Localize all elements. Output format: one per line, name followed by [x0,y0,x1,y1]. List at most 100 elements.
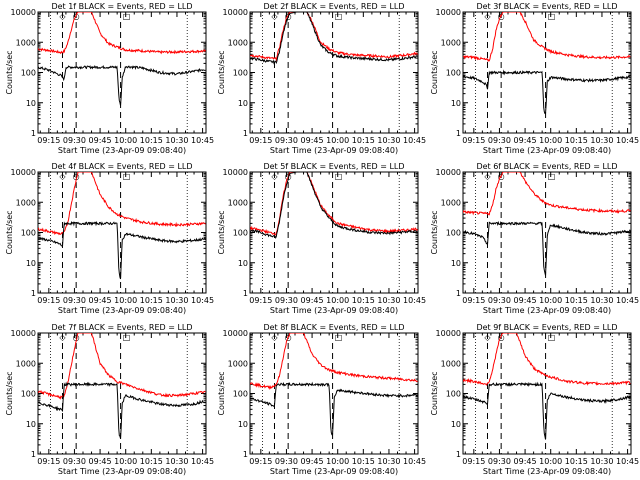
x-tick-label: 09:45 [301,136,324,145]
y-tick-label: 10000 [11,8,36,17]
y-tick-label: 10 [238,259,248,268]
x-axis-label: Start Time (23-Apr-09 09:08:40) [58,467,186,476]
x-tick-label: 10:45 [403,136,426,145]
series-events-black [250,381,418,437]
x-tick-label: 10:30 [590,457,613,466]
y-tick-label: 1000 [441,38,461,47]
y-tick-label: 100 [21,69,36,78]
series-events-black [250,12,418,65]
panel-title: Det 9f BLACK = Events, RED = LLD [476,323,617,332]
marker-symbol: ◇ [484,333,491,342]
marker-symbol: ◇ [271,172,278,181]
x-tick-label: 10:45 [616,457,639,466]
series-lld-red [463,172,631,216]
panel-1f: Det 1f BLACK = Events, RED = LLD 1 10 100 10… [5,2,214,155]
x-axis-label: Start Time (23-Apr-09 09:08:40) [270,146,398,155]
series-lld-red [250,333,418,390]
x-tick-label: 10:45 [616,136,639,145]
y-tick-label: 1000 [16,359,36,368]
x-tick-label: 09:15 [37,457,60,466]
panel-title: Det 4f BLACK = Events, RED = LLD [51,162,192,171]
plot-frame [37,11,207,134]
y-tick-label: 10 [26,99,36,108]
x-axis-label: Start Time (23-Apr-09 09:08:40) [270,306,398,315]
y-axis-label: Counts/sec [430,50,439,94]
panel-title: Det 8f BLACK = Events, RED = LLD [263,323,404,332]
marker-symbol: □ [548,12,556,21]
y-axis-label: Counts/sec [5,210,14,254]
plot-area [463,12,631,115]
x-tick-label: 10:30 [165,136,188,145]
x-tick-label: 10:15 [352,296,375,305]
panel-7f: Det 7f BLACK = Events, RED = LLD 1 10 100 10… [5,323,214,476]
y-axis-label: Counts/sec [217,371,226,415]
y-tick-label: 1 [31,289,36,298]
y-tick-label: 1000 [228,198,248,207]
plot-area [38,12,206,106]
marker-symbol: □ [335,172,343,181]
y-tick-label: 10000 [223,329,248,338]
panel-title: Det 5f BLACK = Events, RED = LLD [263,162,404,171]
x-tick-label: 09:15 [462,296,485,305]
panel-6f: Det 6f BLACK = Events, RED = LLD 1 10 100 10… [430,162,639,315]
x-tick-label: 09:45 [89,136,112,145]
y-tick-label: 1 [456,450,461,459]
series-events-black [463,220,631,276]
marker-symbol: □ [123,333,131,342]
x-tick-label: 10:15 [140,296,163,305]
y-tick-label: 1000 [16,198,36,207]
marker-symbol: ○ [73,12,80,21]
series-events-black [38,64,206,106]
x-tick-label: 10:15 [565,136,588,145]
x-tick-label: 09:45 [89,296,112,305]
x-tick-label: 10:45 [191,457,214,466]
x-tick-label: 09:45 [514,296,537,305]
x-tick-label: 10:15 [352,136,375,145]
y-tick-label: 100 [21,229,36,238]
x-tick-label: 09:30 [275,457,298,466]
x-tick-label: 10:00 [539,296,562,305]
x-tick-label: 10:45 [191,296,214,305]
y-tick-label: 10000 [436,8,461,17]
x-tick-label: 09:30 [488,296,511,305]
plot-frame [249,11,419,134]
x-tick-label: 10:00 [539,457,562,466]
y-tick-label: 100 [446,229,461,238]
x-tick-label: 10:00 [114,296,137,305]
y-tick-label: 10000 [223,8,248,17]
x-tick-label: 10:30 [590,136,613,145]
panel-title: Det 2f BLACK = Events, RED = LLD [263,2,404,11]
plot-area [463,172,631,276]
y-tick-label: 1000 [16,38,36,47]
y-tick-label: 10 [26,259,36,268]
x-tick-label: 09:15 [249,457,272,466]
x-tick-label: 09:30 [63,457,86,466]
y-tick-label: 100 [446,69,461,78]
marker-symbol: ◇ [484,12,491,21]
x-tick-label: 09:45 [301,457,324,466]
x-tick-label: 09:45 [514,457,537,466]
series-events-black [463,69,631,115]
x-tick-label: 09:30 [275,136,298,145]
x-tick-label: 09:45 [514,136,537,145]
x-tick-label: 10:45 [191,136,214,145]
marker-symbol: ◇ [59,172,66,181]
marker-symbol: ◇ [484,172,491,181]
x-tick-label: 10:30 [165,457,188,466]
y-axis-label: Counts/sec [217,50,226,94]
y-tick-label: 10 [26,420,36,429]
x-tick-label: 10:30 [165,296,188,305]
x-tick-label: 09:45 [301,296,324,305]
marker-symbol: ○ [498,333,505,342]
x-tick-label: 10:00 [326,136,349,145]
x-tick-label: 10:15 [565,296,588,305]
x-axis-label: Start Time (23-Apr-09 09:08:40) [58,306,186,315]
x-tick-label: 09:45 [89,457,112,466]
y-axis-label: Counts/sec [430,371,439,415]
panel-5f: Det 5f BLACK = Events, RED = LLD 1 10 100 10… [217,162,426,315]
panel-title: Det 7f BLACK = Events, RED = LLD [51,323,192,332]
plot-area [38,172,206,280]
marker-symbol: ○ [73,172,80,181]
y-tick-label: 1 [31,450,36,459]
